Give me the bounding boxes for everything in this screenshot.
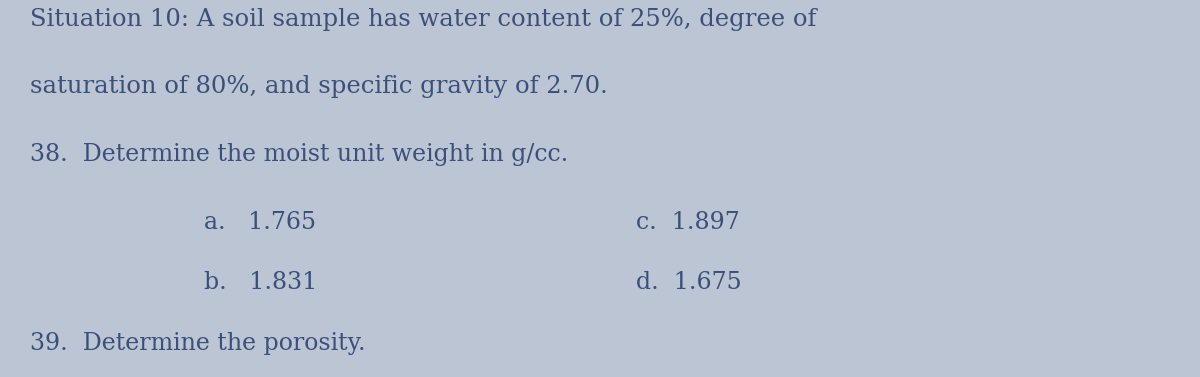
Text: 38.  Determine the moist unit weight in g/cc.: 38. Determine the moist unit weight in g… [30,143,569,166]
Text: d.  1.675: d. 1.675 [636,271,742,294]
Text: Situation 10: A soil sample has water content of 25%, degree of: Situation 10: A soil sample has water co… [30,8,816,31]
Text: c.  1.897: c. 1.897 [636,211,739,234]
Text: saturation of 80%, and specific gravity of 2.70.: saturation of 80%, and specific gravity … [30,75,607,98]
Text: 39.  Determine the porosity.: 39. Determine the porosity. [30,332,366,355]
Text: a.   1.765: a. 1.765 [204,211,316,234]
Text: b.   1.831: b. 1.831 [204,271,317,294]
